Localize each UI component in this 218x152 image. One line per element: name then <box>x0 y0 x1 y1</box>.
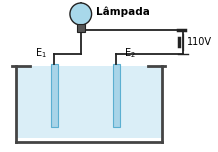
Text: 110V: 110V <box>187 37 212 47</box>
Bar <box>51 64 58 127</box>
Text: E$_1$: E$_1$ <box>36 46 47 60</box>
Bar <box>77 24 85 32</box>
Text: Lâmpada: Lâmpada <box>95 7 149 17</box>
Text: E$_2$: E$_2$ <box>124 46 136 60</box>
Bar <box>16 66 162 138</box>
Circle shape <box>70 3 92 25</box>
Bar <box>113 64 120 127</box>
